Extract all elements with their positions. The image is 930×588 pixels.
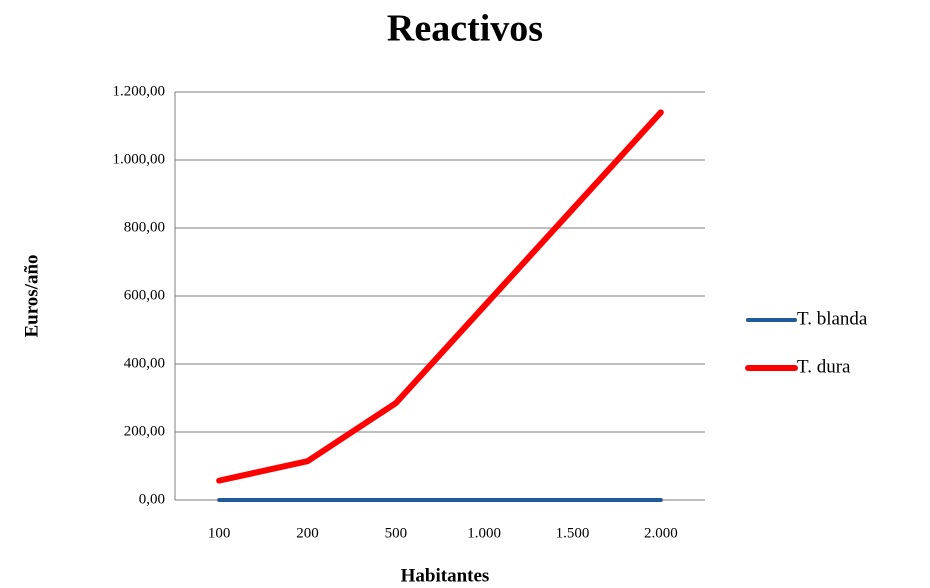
y-axis-label: Euros/año bbox=[21, 254, 42, 337]
x-tick-label: 2.000 bbox=[644, 525, 678, 541]
x-tick-label: 500 bbox=[385, 525, 408, 541]
x-tick-label: 100 bbox=[208, 525, 231, 541]
y-tick-label: 800,00 bbox=[124, 219, 165, 235]
y-tick-label: 400,00 bbox=[124, 355, 165, 371]
x-tick-label: 200 bbox=[296, 525, 319, 541]
x-axis-label: Habitantes bbox=[401, 565, 490, 586]
y-tick-label: 1.200,00 bbox=[113, 83, 166, 99]
y-tick-label: 600,00 bbox=[124, 287, 165, 303]
y-tick-label: 200,00 bbox=[124, 423, 165, 439]
y-tick-label: 1.000,00 bbox=[113, 151, 166, 167]
series-line bbox=[216, 109, 664, 484]
y-tick-label: 0,00 bbox=[139, 491, 165, 507]
x-tick-label: 1.500 bbox=[556, 525, 590, 541]
x-tick-label: 1.000 bbox=[467, 525, 501, 541]
legend-label: T. blanda bbox=[797, 308, 868, 329]
legend-label: T. dura bbox=[797, 356, 851, 377]
chart-title: Reactivos bbox=[387, 8, 543, 50]
